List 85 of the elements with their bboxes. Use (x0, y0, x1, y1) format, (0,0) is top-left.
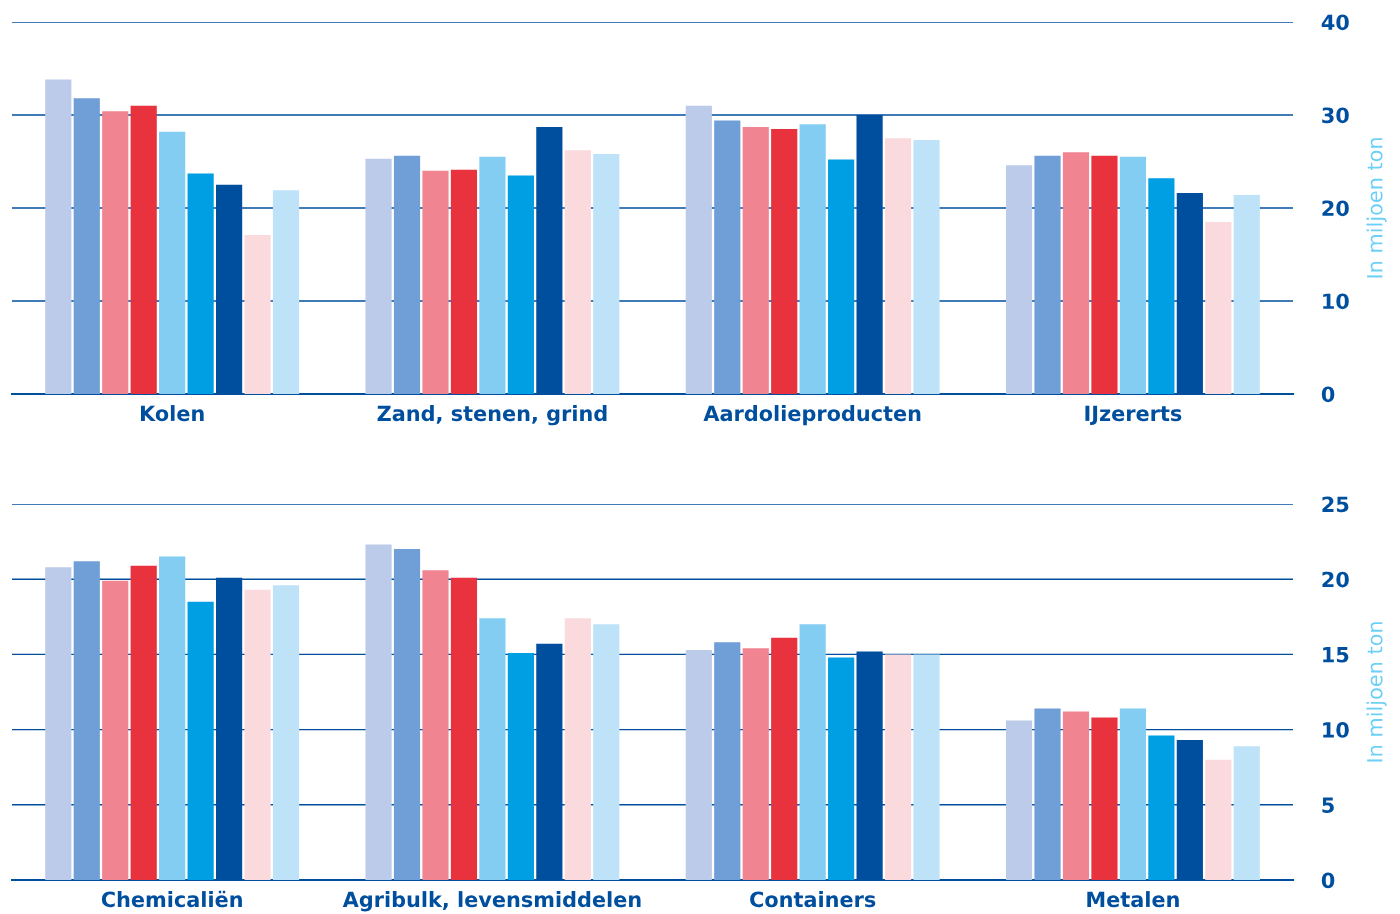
bar (45, 79, 72, 394)
bar (913, 654, 940, 880)
y-tick-label: 15 (1323, 647, 1349, 663)
bar (799, 624, 826, 880)
bar (73, 98, 100, 394)
y-tick-label: 10 (1323, 293, 1349, 310)
bar (593, 154, 620, 394)
y-tick-label: 40 (1321, 14, 1349, 31)
bar (272, 585, 300, 880)
bar (507, 175, 534, 394)
bar (73, 561, 100, 880)
bar (1005, 165, 1033, 394)
bar (1233, 194, 1260, 394)
x-tick-label: Kolen (140, 405, 204, 422)
bar (1119, 708, 1147, 880)
x-tick-label: Chemicaliën (101, 890, 242, 908)
y-tick-label: 10 (1323, 722, 1349, 738)
bar (742, 648, 769, 880)
bar (1205, 221, 1232, 394)
bar (685, 649, 712, 880)
bar (422, 570, 449, 880)
y-axis-title: In miljoen ton (1366, 622, 1387, 762)
bar (884, 654, 912, 880)
y-tick-label: 0 (1321, 386, 1335, 403)
bar (593, 624, 620, 880)
bar (507, 652, 534, 880)
bar (450, 577, 478, 880)
x-tick-label: Zand, stenen, grind (377, 405, 607, 426)
bar (714, 642, 741, 880)
y-tick-label: 25 (1322, 496, 1349, 513)
bar (1148, 735, 1175, 880)
x-tick-label: Containers (750, 891, 876, 908)
bar (771, 637, 798, 880)
bar (1119, 156, 1147, 394)
bar (799, 124, 826, 394)
x-tick-label: Metalen (1087, 891, 1179, 908)
y-tick-label: 20 (1322, 200, 1349, 217)
bar (45, 567, 72, 880)
bar (1091, 717, 1118, 880)
bar (1091, 155, 1118, 394)
bar (244, 589, 271, 880)
bar (450, 169, 478, 394)
bar (102, 580, 129, 880)
bar (393, 155, 421, 394)
bar (1148, 178, 1175, 394)
x-tick-label: Agribulk, levensmiddelen (342, 891, 641, 912)
bar (685, 105, 712, 394)
bar (742, 127, 769, 394)
bar (159, 556, 186, 880)
bar (479, 156, 506, 394)
bar (828, 657, 855, 880)
bar (393, 549, 421, 880)
bar (1062, 711, 1090, 880)
bar (102, 111, 129, 394)
y-tick-label: 5 (1322, 797, 1334, 814)
bar (564, 150, 591, 394)
y-tick-label: 20 (1322, 571, 1349, 588)
bar (187, 601, 214, 880)
bar (244, 234, 271, 394)
bar (1034, 155, 1061, 394)
y-tick-label: 30 (1322, 107, 1349, 124)
bar (365, 544, 392, 880)
bar (159, 131, 186, 394)
bar (479, 618, 506, 880)
bar (1034, 708, 1061, 880)
bar (422, 170, 449, 394)
bar (1005, 720, 1033, 880)
bar (130, 105, 157, 394)
bar (564, 618, 591, 880)
y-tick-label: 0 (1321, 872, 1335, 889)
y-axis-title: In miljoen ton (1366, 138, 1387, 278)
bar (771, 128, 798, 394)
bar (1233, 746, 1260, 880)
bar (913, 140, 940, 394)
bar (1062, 152, 1090, 394)
x-tick-label: Aardolieproducten (703, 405, 921, 426)
bar (884, 138, 912, 394)
bar (714, 120, 741, 394)
bar (272, 190, 300, 394)
bar (365, 158, 392, 394)
bar (187, 173, 214, 394)
bar (828, 159, 855, 394)
bar (130, 565, 157, 880)
bar (1205, 759, 1232, 880)
x-tick-label: IJzererts (1085, 405, 1182, 426)
